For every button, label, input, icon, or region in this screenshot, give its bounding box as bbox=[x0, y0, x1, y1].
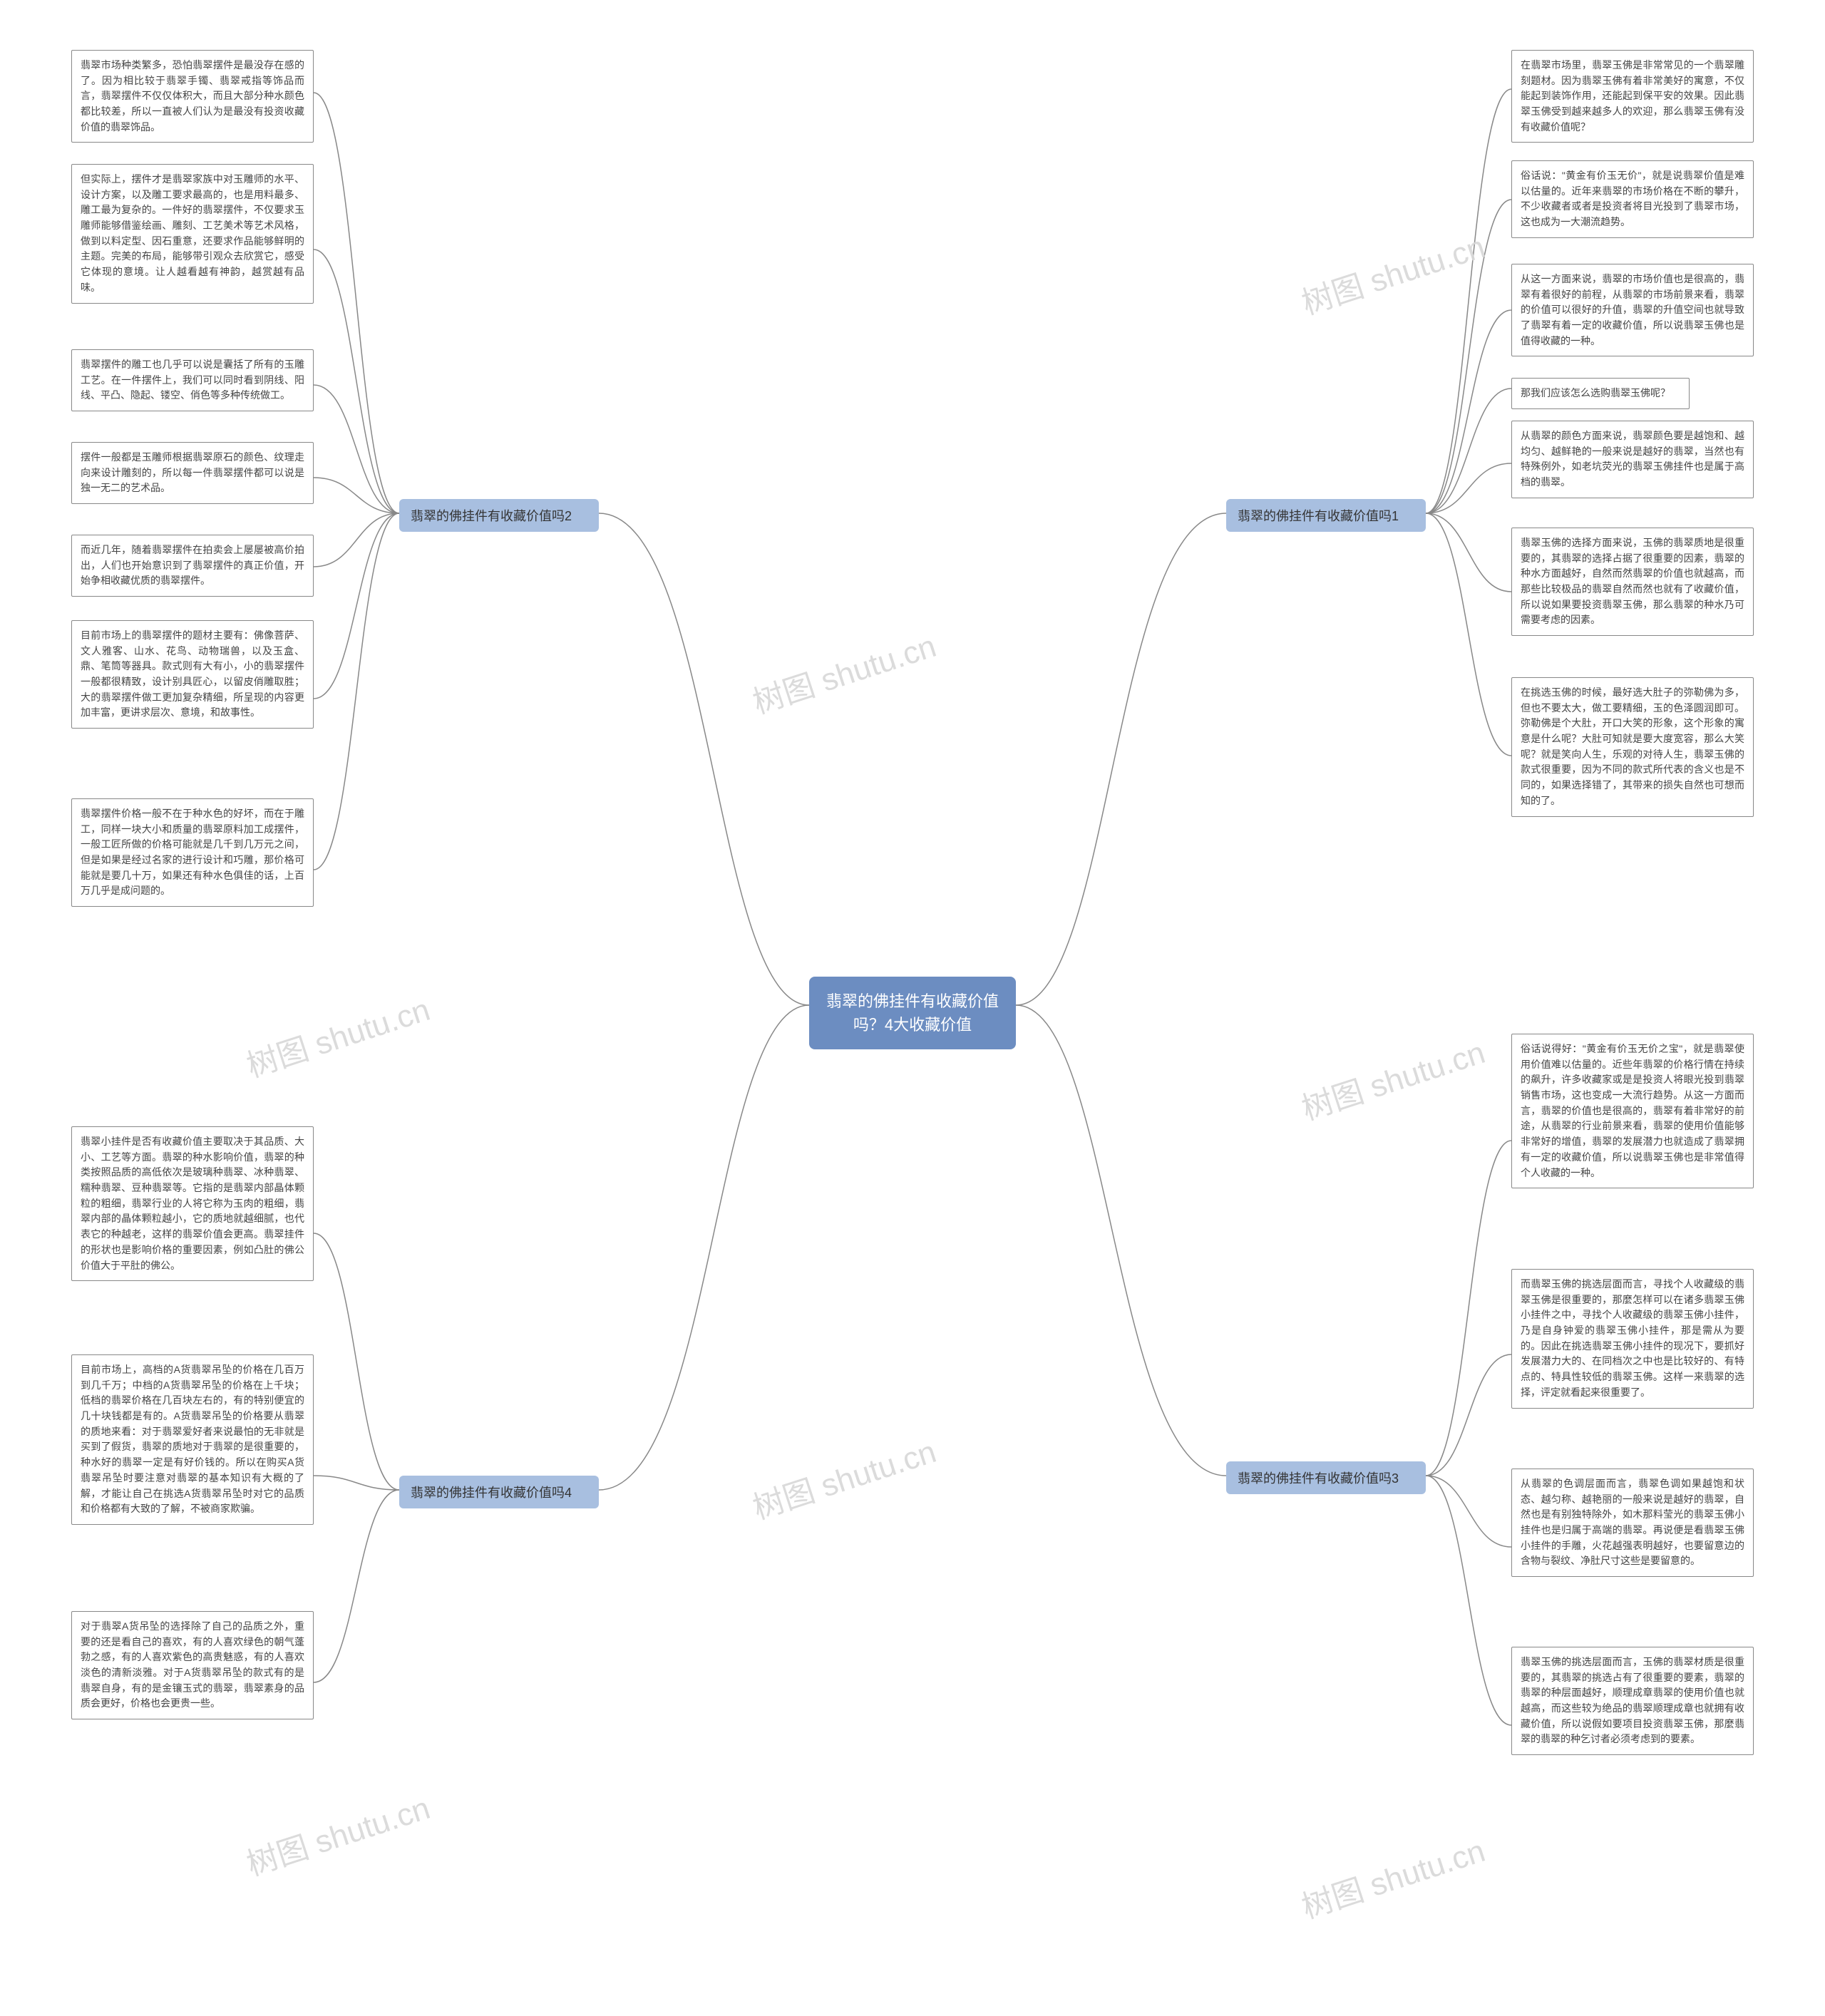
leaf-b1-3: 那我们应该怎么选购翡翠玉佛呢？ bbox=[1511, 378, 1690, 409]
leaf-b2-1: 但实际上，摆件才是翡翠家族中对玉雕师的水平、设计方案，以及雕工要求最高的，也是用… bbox=[71, 164, 314, 304]
watermark: 树图 shutu.cn bbox=[746, 1426, 941, 1528]
watermark: 树图 shutu.cn bbox=[240, 984, 435, 1086]
leaf-b2-0: 翡翠市场种类繁多，恐怕翡翠摆件是最没存在感的了。因为相比较于翡翠手镯、翡翠戒指等… bbox=[71, 50, 314, 143]
watermark: 树图 shutu.cn bbox=[746, 620, 941, 722]
watermark: 树图 shutu.cn bbox=[240, 1782, 435, 1884]
leaf-b3-0: 俗话说得好："黄金有价玉无价之宝"，就是翡翠使用价值难以估量的。近些年翡翠的价格… bbox=[1511, 1034, 1754, 1188]
leaf-b4-2: 对于翡翠A货吊坠的选择除了自己的品质之外，重要的还是看自己的喜欢，有的人喜欢绿色… bbox=[71, 1611, 314, 1719]
leaf-b1-1: 俗话说："黄金有价玉无价"，就是说翡翠价值是难以估量的。近年来翡翠的市场价格在不… bbox=[1511, 160, 1754, 238]
leaf-b4-1: 目前市场上，高档的A货翡翠吊坠的价格在几百万到几千万；中档的A货翡翠吊坠的价格在… bbox=[71, 1354, 314, 1525]
leaf-b2-5: 目前市场上的翡翠摆件的题材主要有：佛像菩萨、文人雅客、山水、花鸟、动物瑞兽，以及… bbox=[71, 620, 314, 729]
leaf-b1-2: 从这一方面来说，翡翠的市场价值也是很高的，翡翠有着很好的前程，从翡翠的市场前景来… bbox=[1511, 264, 1754, 356]
leaf-b2-6: 翡翠摆件价格一般不在于种水色的好坏，而在于雕工，同样一块大小和质量的翡翠原料加工… bbox=[71, 798, 314, 907]
center-node: 翡翠的佛挂件有收藏价值吗？4大收藏价值 bbox=[809, 977, 1016, 1049]
leaf-b3-2: 从翡翠的色调层面而言，翡翠色调如果越饱和状态、越匀称、越艳丽的一般来说是越好的翡… bbox=[1511, 1469, 1754, 1577]
branch-b2: 翡翠的佛挂件有收藏价值吗2 bbox=[399, 499, 599, 532]
mindmap-canvas: 翡翠的佛挂件有收藏价值吗？4大收藏价值 翡翠的佛挂件有收藏价值吗1 翡翠的佛挂件… bbox=[0, 0, 1825, 2016]
leaf-b4-0: 翡翠小挂件是否有收藏价值主要取决于其品质、大小、工艺等方面。翡翠的种水影响价值，… bbox=[71, 1126, 314, 1281]
leaf-b1-6: 在挑选玉佛的时候，最好选大肚子的弥勒佛为多，但也不要太大，做工要精细，玉的色泽圆… bbox=[1511, 677, 1754, 817]
branch-b1: 翡翠的佛挂件有收藏价值吗1 bbox=[1226, 499, 1426, 532]
watermark: 树图 shutu.cn bbox=[1295, 1027, 1490, 1128]
branch-b4: 翡翠的佛挂件有收藏价值吗4 bbox=[399, 1476, 599, 1508]
watermark: 树图 shutu.cn bbox=[1295, 221, 1490, 323]
leaf-b3-3: 翡翠玉佛的挑选层面而言，玉佛的翡翠材质是很重要的，其翡翠的挑选占有了很重要的要素… bbox=[1511, 1647, 1754, 1755]
leaf-b2-3: 摆件一般都是玉雕师根据翡翠原石的颜色、纹理走向来设计雕刻的，所以每一件翡翠摆件都… bbox=[71, 442, 314, 504]
leaf-b1-4: 从翡翠的颜色方面来说，翡翠颜色要是越饱和、越均匀、越鲜艳的一般来说是越好的翡翠，… bbox=[1511, 421, 1754, 498]
leaf-b1-5: 翡翠玉佛的选择方面来说，玉佛的翡翠质地是很重要的，其翡翠的选择占据了很重要的因素… bbox=[1511, 528, 1754, 636]
leaf-b1-0: 在翡翠市场里，翡翠玉佛是非常常见的一个翡翠雕刻题材。因为翡翠玉佛有着非常美好的寓… bbox=[1511, 50, 1754, 143]
leaf-b2-4: 而近几年，随着翡翠摆件在拍卖会上屡屡被高价拍出，人们也开始意识到了翡翠摆件的真正… bbox=[71, 535, 314, 597]
watermark: 树图 shutu.cn bbox=[1295, 1825, 1490, 1927]
leaf-b2-2: 翡翠摆件的雕工也几乎可以说是囊括了所有的玉雕工艺。在一件摆件上，我们可以同时看到… bbox=[71, 349, 314, 411]
branch-b3: 翡翠的佛挂件有收藏价值吗3 bbox=[1226, 1461, 1426, 1494]
leaf-b3-1: 而翡翠玉佛的挑选层面而言，寻找个人收藏级的翡翠玉佛是很重要的，那麼怎样可以在诸多… bbox=[1511, 1269, 1754, 1409]
